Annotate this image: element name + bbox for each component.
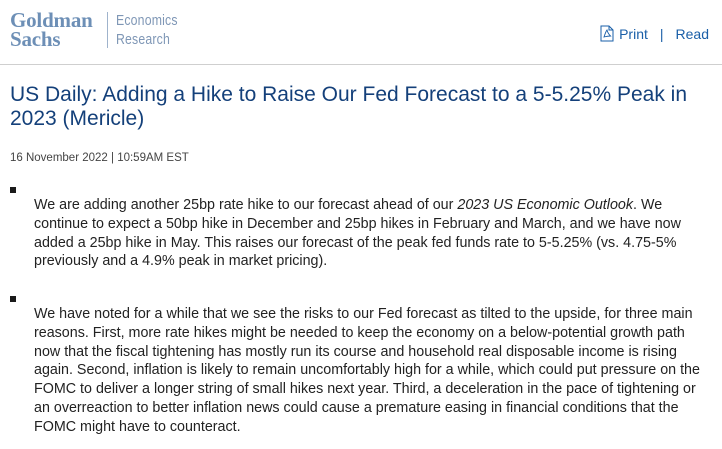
goldman-sachs-logo[interactable]: Goldman Sachs <box>10 8 93 51</box>
outlook-report-title: 2023 US Economic Outlook <box>457 197 634 213</box>
pdf-icon[interactable] <box>600 25 614 42</box>
header-rule <box>0 64 722 65</box>
paragraph-1-lead: We are adding another 25bp rate hike to … <box>34 197 458 213</box>
logo-line-2: Sachs <box>10 27 61 51</box>
toolbar-separator: | <box>659 25 664 42</box>
paragraph-1: We are adding another 25bp rate hike to … <box>34 196 710 271</box>
page-header: Goldman Sachs Economics Research Print |… <box>0 0 722 64</box>
bullet-marker-2 <box>10 296 16 302</box>
print-link[interactable]: Print <box>619 25 648 42</box>
paragraph-1-rest: . We continue to expect a 50bp hike in D… <box>34 197 681 270</box>
division-line-2: Research <box>116 31 170 48</box>
logo-divider <box>107 12 108 48</box>
paragraph-2: We have noted for a while that we see th… <box>34 306 700 435</box>
article-title: US Daily: Adding a Hike to Raise Our Fed… <box>10 83 687 130</box>
article-toolbar: Print | Read <box>600 25 709 42</box>
read-link[interactable]: Read <box>675 25 709 42</box>
article-dateline: 16 November 2022 | 10:59AM EST <box>10 152 189 164</box>
bullet-marker-1 <box>10 187 16 193</box>
logo-line-1: Goldman <box>10 8 93 32</box>
economics-research-label: Economics Research <box>116 11 178 49</box>
division-line-1: Economics <box>116 12 178 29</box>
